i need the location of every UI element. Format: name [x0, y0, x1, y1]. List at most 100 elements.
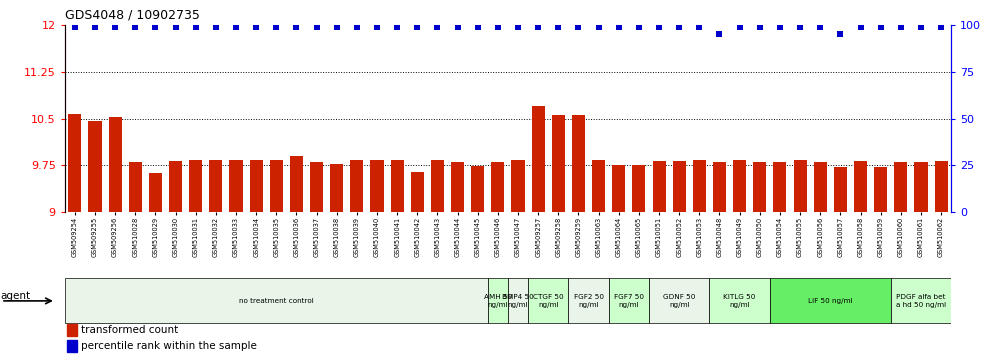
Bar	[69, 114, 82, 212]
Point	[67, 24, 83, 29]
Bar	[773, 162, 787, 212]
Bar	[874, 167, 887, 212]
Point	[933, 24, 949, 29]
FancyBboxPatch shape	[569, 278, 609, 324]
Text: GDNF 50
ng/ml: GDNF 50 ng/ml	[663, 294, 695, 308]
Bar	[512, 160, 525, 212]
Bar	[148, 173, 162, 212]
Text: transformed count: transformed count	[82, 325, 178, 336]
Point	[813, 24, 829, 29]
Bar	[552, 115, 565, 212]
Text: no treatment control: no treatment control	[239, 298, 314, 304]
Point	[389, 24, 405, 29]
Bar	[68, 324, 78, 336]
Point	[429, 24, 445, 29]
Bar	[410, 172, 424, 212]
Point	[591, 24, 607, 29]
Bar	[371, 160, 383, 212]
Bar	[169, 161, 182, 212]
Bar	[632, 165, 645, 212]
Bar	[351, 160, 364, 212]
Text: percentile rank within the sample: percentile rank within the sample	[82, 341, 257, 352]
FancyBboxPatch shape	[709, 278, 770, 324]
Text: CTGF 50
ng/ml: CTGF 50 ng/ml	[533, 294, 564, 308]
Text: FGF2 50
ng/ml: FGF2 50 ng/ml	[574, 294, 604, 308]
Point	[913, 24, 929, 29]
Text: GDS4048 / 10902735: GDS4048 / 10902735	[65, 8, 199, 21]
Point	[127, 24, 143, 29]
Point	[228, 24, 244, 29]
Bar	[592, 160, 606, 212]
Point	[147, 24, 163, 29]
Text: agent: agent	[0, 291, 30, 301]
Bar	[894, 162, 907, 212]
Bar	[109, 117, 122, 212]
Point	[772, 24, 788, 29]
Bar	[451, 162, 464, 212]
Point	[530, 24, 546, 29]
FancyBboxPatch shape	[488, 278, 508, 324]
Bar	[934, 161, 947, 212]
Bar	[189, 160, 202, 212]
Bar	[733, 160, 746, 212]
Bar	[814, 162, 827, 212]
Bar	[491, 162, 504, 212]
Point	[248, 24, 264, 29]
Point	[630, 24, 646, 29]
FancyBboxPatch shape	[609, 278, 649, 324]
Point	[752, 24, 768, 29]
Bar	[572, 115, 585, 212]
Bar	[89, 121, 102, 212]
Text: LIF 50 ng/ml: LIF 50 ng/ml	[808, 298, 853, 304]
Point	[370, 24, 385, 29]
Point	[510, 24, 526, 29]
Bar	[713, 162, 726, 212]
Bar	[532, 106, 545, 212]
Point	[651, 24, 667, 29]
FancyBboxPatch shape	[508, 278, 528, 324]
Point	[329, 24, 345, 29]
Point	[349, 24, 365, 29]
Text: FGF7 50
ng/ml: FGF7 50 ng/ml	[614, 294, 643, 308]
Point	[671, 24, 687, 29]
Bar	[854, 161, 868, 212]
Point	[289, 24, 305, 29]
Bar	[68, 340, 78, 353]
Point	[872, 24, 888, 29]
Bar	[431, 160, 444, 212]
FancyBboxPatch shape	[65, 278, 488, 324]
Point	[611, 24, 626, 29]
FancyBboxPatch shape	[649, 278, 709, 324]
Point	[732, 24, 748, 29]
Text: KITLG 50
ng/ml: KITLG 50 ng/ml	[723, 294, 756, 308]
Bar	[693, 160, 706, 212]
FancyBboxPatch shape	[528, 278, 569, 324]
FancyBboxPatch shape	[890, 278, 951, 324]
Bar	[672, 161, 686, 212]
Point	[167, 24, 183, 29]
Point	[792, 24, 808, 29]
Point	[892, 24, 908, 29]
Point	[571, 24, 587, 29]
Bar	[209, 160, 222, 212]
Bar	[652, 161, 665, 212]
Point	[691, 24, 707, 29]
Point	[187, 24, 203, 29]
Point	[551, 24, 567, 29]
Point	[108, 24, 124, 29]
Point	[470, 24, 486, 29]
Bar	[834, 167, 847, 212]
Point	[309, 24, 325, 29]
Bar	[250, 160, 263, 212]
Point	[268, 24, 284, 29]
Text: AMH 50
ng/ml: AMH 50 ng/ml	[484, 294, 512, 308]
Bar	[290, 156, 303, 212]
Point	[409, 24, 425, 29]
Point	[208, 24, 224, 29]
Bar	[310, 162, 323, 212]
Bar	[794, 160, 807, 212]
Bar	[270, 160, 283, 212]
Bar	[753, 162, 766, 212]
FancyBboxPatch shape	[770, 278, 890, 324]
Bar	[390, 160, 403, 212]
